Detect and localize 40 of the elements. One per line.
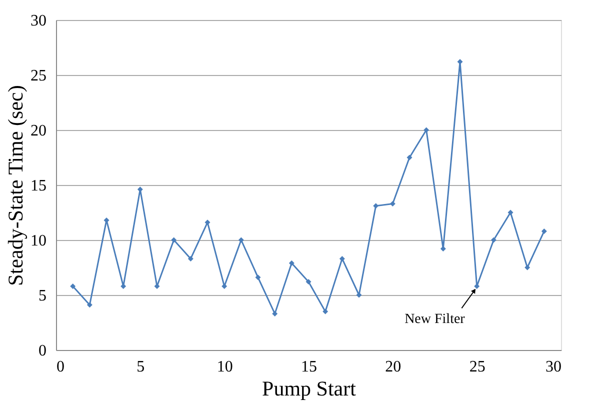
x-tick-label: 10 [216,358,233,376]
point [222,283,228,289]
point [406,154,412,160]
point [524,264,530,270]
y-tick-label: 25 [30,68,46,84]
point [288,260,294,266]
point [272,310,278,316]
y-tick-label: 30 [30,12,46,30]
y-tick-label: 0 [38,342,46,360]
x-tick-label: 0 [56,358,64,376]
point [188,256,194,262]
point [339,256,345,262]
annotation: New Filter [404,312,466,328]
point [306,279,312,285]
x-axis-title: Pump Start [262,376,356,400]
point [440,246,446,252]
point [356,292,362,298]
y-tick-label: 20 [30,122,46,140]
point [255,274,261,280]
point [508,210,514,216]
x-tick-label: 25 [469,358,486,376]
point [204,220,210,226]
x-tick-label: 15 [301,358,317,376]
point [373,203,379,209]
x-tick-label: 20 [385,358,402,376]
point [322,308,328,314]
y-axis-title: Steady-State Time (sec) [4,85,28,286]
point [490,237,496,243]
point [70,283,76,289]
point [541,228,547,234]
y-tick-label: 15 [30,178,46,194]
point [390,200,396,206]
y-tick-label: 10 [30,232,46,250]
point [424,127,430,133]
x-tick-label: 30 [546,358,562,376]
point [238,237,244,243]
y-tick-label: 5 [38,288,46,304]
x-tick-label: 5 [136,358,145,376]
point [86,302,92,308]
point [171,237,177,243]
